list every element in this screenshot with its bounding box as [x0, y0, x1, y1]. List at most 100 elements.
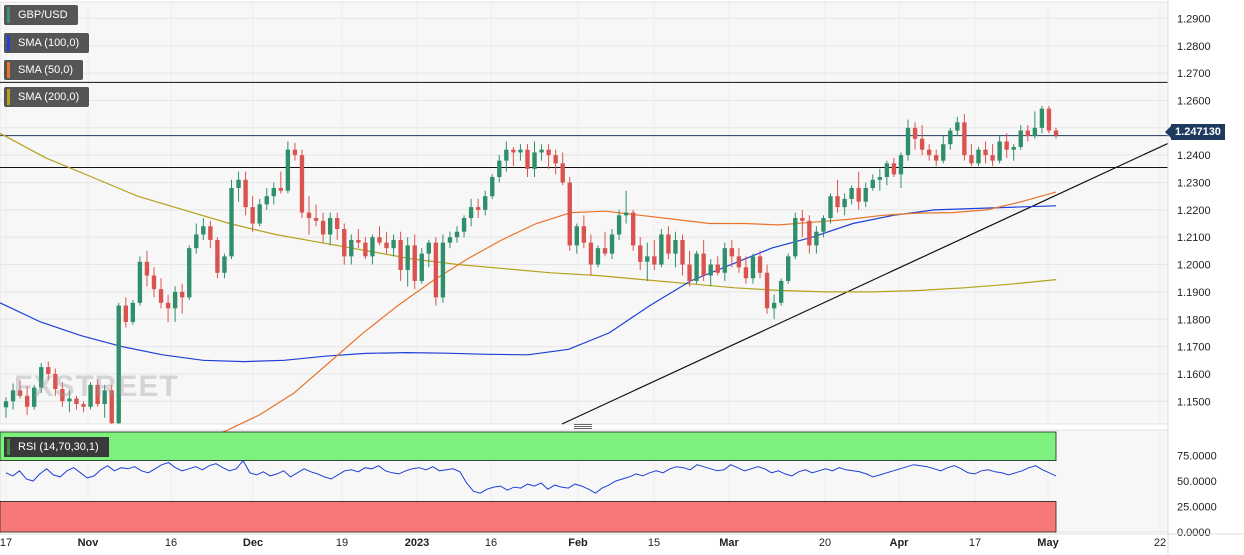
candle[interactable] [800, 209, 805, 238]
candle[interactable] [1004, 133, 1009, 158]
candle[interactable] [630, 209, 636, 251]
candle[interactable] [137, 256, 143, 306]
candle[interactable] [278, 171, 284, 194]
candle[interactable] [454, 226, 460, 243]
candle[interactable] [370, 234, 375, 265]
candle[interactable] [335, 212, 340, 240]
candle[interactable] [53, 368, 58, 396]
candle[interactable] [165, 294, 171, 322]
candle[interactable] [483, 190, 488, 216]
candle[interactable] [46, 361, 51, 380]
candle[interactable] [729, 239, 735, 268]
candle[interactable] [116, 302, 121, 424]
candle[interactable] [3, 397, 9, 418]
candle[interactable] [941, 136, 946, 164]
candle[interactable] [638, 237, 643, 271]
candle[interactable] [490, 174, 495, 199]
candle[interactable] [764, 264, 770, 314]
candle[interactable] [877, 168, 883, 191]
candle[interactable] [320, 212, 326, 243]
candle[interactable] [17, 380, 23, 399]
candle[interactable] [39, 363, 44, 394]
rsi-legend[interactable]: RSI (14,70,30,1) [4, 437, 109, 457]
candle[interactable] [398, 231, 403, 281]
candle[interactable] [955, 116, 960, 137]
candle[interactable] [687, 250, 692, 287]
candle[interactable] [60, 382, 65, 407]
candle[interactable] [532, 141, 537, 178]
candle[interactable] [821, 215, 826, 238]
candle[interactable] [497, 155, 502, 183]
candle[interactable] [1053, 127, 1059, 139]
candle[interactable] [1032, 111, 1038, 139]
candle[interactable] [574, 223, 579, 254]
candle[interactable] [835, 179, 840, 213]
candle[interactable] [10, 383, 16, 410]
candle[interactable] [539, 144, 544, 161]
candle[interactable] [1039, 105, 1045, 134]
candle[interactable] [222, 253, 227, 279]
legend-sma200[interactable]: SMA (200,0) [4, 87, 90, 107]
candle[interactable] [623, 190, 629, 224]
candle[interactable] [990, 144, 995, 167]
candle[interactable] [581, 215, 587, 249]
candle[interactable] [1018, 125, 1023, 150]
candle[interactable] [81, 401, 86, 413]
candle[interactable] [74, 395, 79, 410]
legend-sma100[interactable]: SMA (100,0) [4, 33, 90, 53]
candle[interactable] [842, 193, 847, 216]
candle[interactable] [750, 253, 756, 284]
candle[interactable] [384, 231, 389, 254]
candle[interactable] [468, 198, 474, 227]
candle[interactable] [934, 149, 939, 167]
candle[interactable] [912, 122, 918, 150]
candle[interactable] [187, 245, 192, 301]
candle[interactable] [123, 297, 128, 328]
candle[interactable] [828, 193, 833, 224]
candle[interactable] [919, 125, 925, 156]
candle[interactable] [24, 386, 30, 415]
candle[interactable] [609, 228, 615, 260]
candle[interactable] [546, 144, 551, 169]
candle[interactable] [588, 234, 594, 276]
candle[interactable] [659, 228, 664, 268]
candle[interactable] [201, 218, 206, 240]
candle[interactable] [807, 215, 812, 254]
candle[interactable] [475, 198, 481, 219]
candle[interactable] [144, 250, 150, 287]
candle[interactable] [715, 256, 720, 276]
candle[interactable] [652, 239, 657, 271]
candle[interactable] [179, 283, 185, 314]
candle[interactable] [743, 256, 749, 284]
legend-symbol[interactable]: GBP/USD [4, 5, 78, 25]
candle[interactable] [349, 234, 354, 265]
candle[interactable] [814, 226, 819, 254]
candle[interactable] [215, 237, 220, 279]
candle[interactable] [976, 146, 981, 167]
candle[interactable] [969, 144, 974, 167]
candle[interactable] [884, 160, 890, 186]
candle[interactable] [701, 239, 706, 281]
candle[interactable] [616, 209, 622, 240]
candle[interactable] [891, 157, 897, 178]
candle[interactable] [95, 379, 100, 407]
candle[interactable] [602, 231, 608, 257]
candle[interactable] [299, 149, 305, 219]
candle[interactable] [172, 286, 178, 322]
candle[interactable] [1011, 144, 1016, 161]
candle[interactable] [525, 144, 530, 178]
candle[interactable] [158, 278, 164, 309]
candle[interactable] [793, 212, 798, 260]
candle[interactable] [757, 250, 763, 279]
candle[interactable] [327, 212, 333, 246]
candle[interactable] [567, 177, 572, 251]
candle[interactable] [257, 198, 262, 227]
candle[interactable] [433, 237, 439, 306]
candle[interactable] [511, 146, 516, 167]
candle[interactable] [440, 234, 446, 303]
candle[interactable] [292, 142, 298, 161]
candle[interactable] [673, 231, 678, 268]
candle[interactable] [405, 237, 410, 287]
candle[interactable] [771, 294, 777, 320]
